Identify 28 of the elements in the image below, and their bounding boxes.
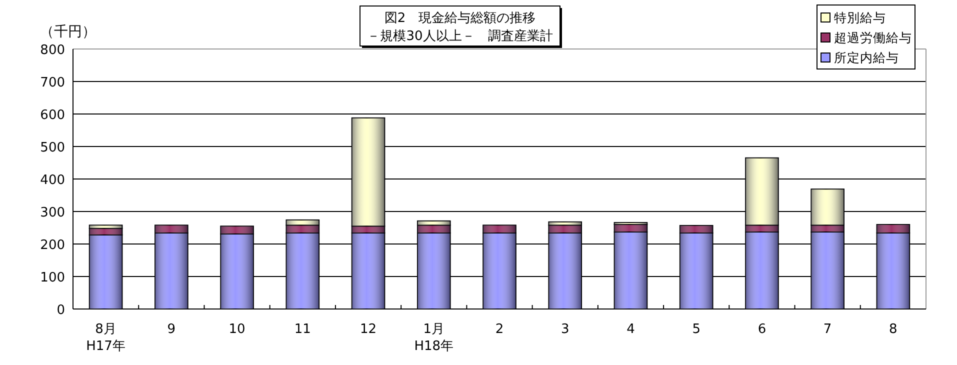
legend-label: 特別給与 — [834, 10, 886, 25]
y-tick-label: 200 — [40, 238, 65, 253]
y-tick-label: 800 — [40, 43, 65, 58]
x-tick-label: 8月 H17年 — [86, 322, 126, 354]
x-tick-label: 8 — [889, 322, 898, 337]
y-tick-label: 300 — [40, 206, 65, 220]
x-tick-label: 2 — [495, 322, 504, 337]
x-tick-label: 11 — [294, 322, 311, 337]
x-tick-label: 7 — [823, 322, 832, 337]
y-tick-label: 700 — [40, 76, 65, 90]
x-tick-label: 10 — [228, 322, 246, 337]
chart-subtitle: －規模30人以上－ 調査産業計 — [367, 28, 553, 44]
x-tick-label: 5 — [692, 322, 700, 337]
x-tick-label: 12 — [360, 322, 377, 337]
x-tick-label: 3 — [560, 322, 570, 337]
y-tick-label: 100 — [40, 270, 65, 286]
y-axis-title: （千円） — [40, 24, 96, 40]
y-tick-label: 600 — [40, 108, 65, 123]
y-tick-label: 0 — [56, 303, 65, 318]
legend-label: 所定内給与 — [834, 50, 899, 65]
chart-title: 図2 現金給与総額の推移 — [384, 11, 536, 26]
x-tick-label: 9 — [167, 322, 176, 337]
x-tick-label: 1月 H18年 — [414, 322, 454, 354]
legend-label: 超過労働給与 — [834, 30, 912, 45]
x-tick-label: 4 — [626, 322, 635, 337]
x-tick-label: 6 — [758, 322, 766, 337]
y-tick-label: 400 — [40, 173, 65, 188]
y-tick-label: 500 — [40, 140, 65, 156]
